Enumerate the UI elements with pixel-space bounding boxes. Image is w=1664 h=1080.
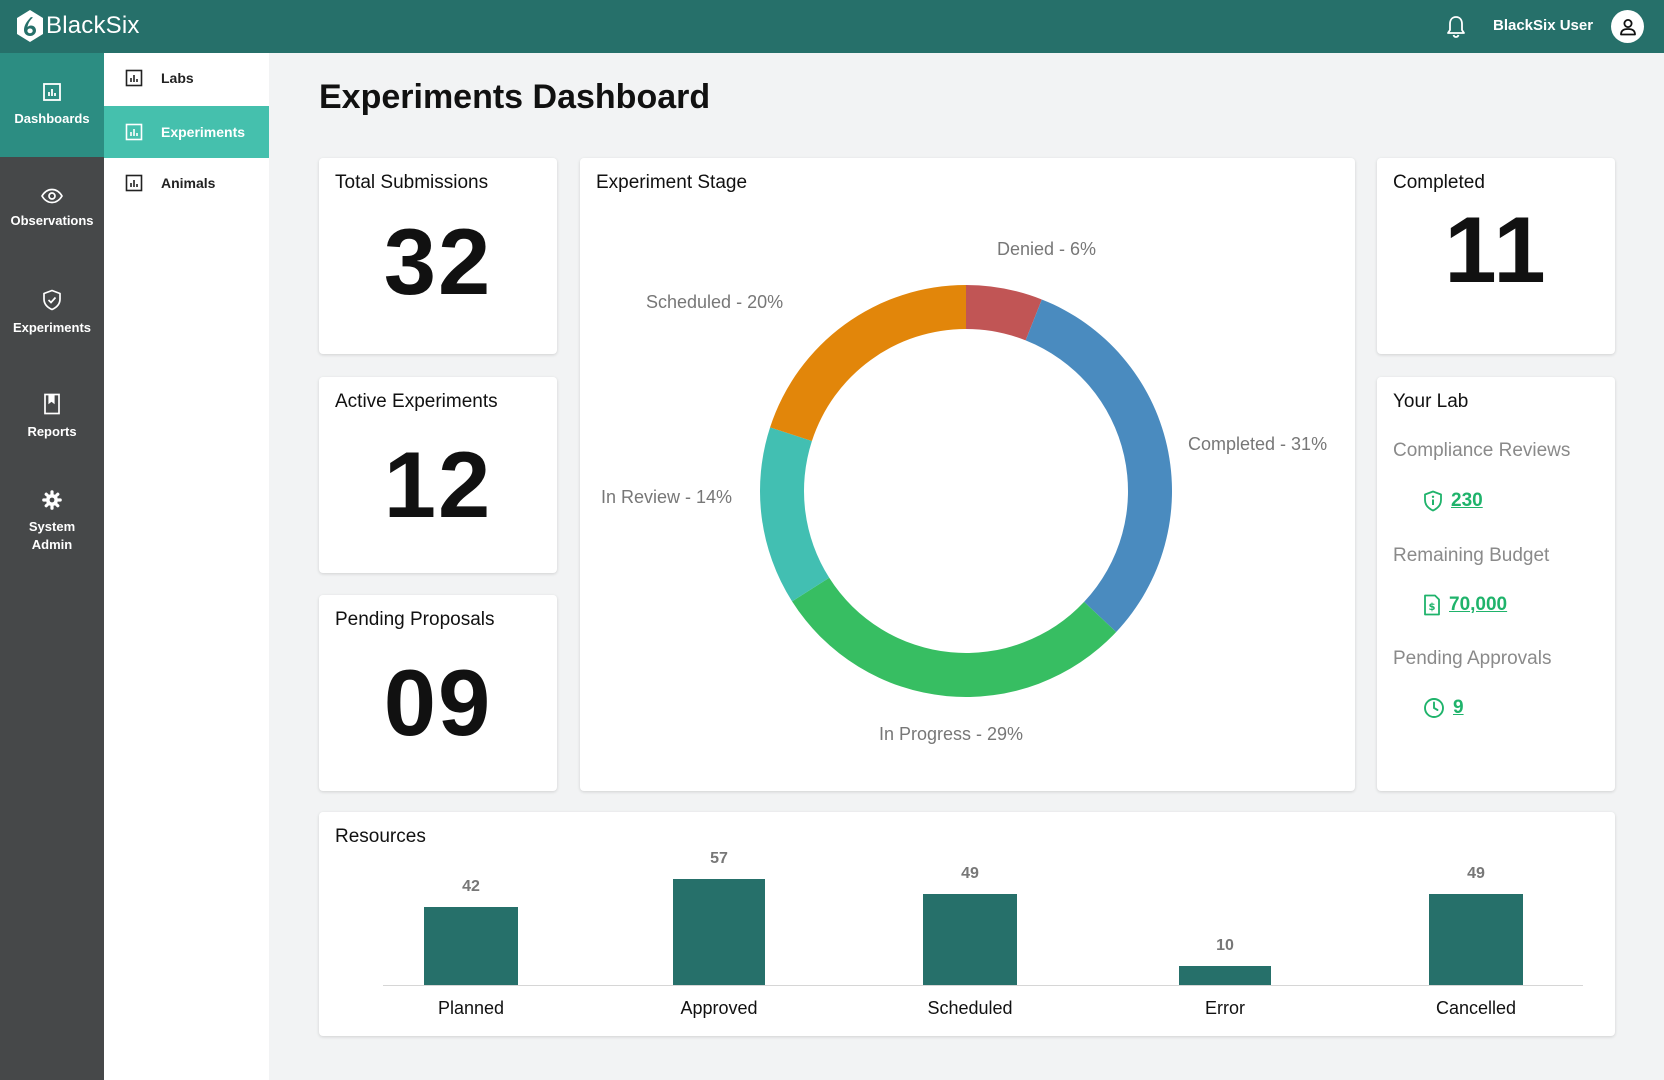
avatar[interactable] xyxy=(1611,10,1644,43)
bar-approved[interactable] xyxy=(673,879,765,985)
bar-value-error: 10 xyxy=(1216,937,1234,954)
page-title: Experiments Dashboard xyxy=(319,78,711,116)
donut-slice-denied[interactable] xyxy=(966,285,1042,341)
subnav-experiments[interactable]: Experiments xyxy=(104,106,269,158)
your-lab-title: Your Lab xyxy=(1393,391,1469,412)
chart-icon xyxy=(43,83,61,101)
bar-value-cancelled: 49 xyxy=(1467,865,1485,882)
chart-icon xyxy=(125,174,143,192)
donut-label-completed: Completed - 31% xyxy=(1188,434,1328,454)
compliance-reviews-link[interactable]: 230 xyxy=(1423,490,1483,512)
experiment-stage-title: Experiment Stage xyxy=(596,172,748,193)
user-icon xyxy=(1619,18,1636,35)
gear-icon xyxy=(42,490,62,510)
bar-label-planned: Planned xyxy=(437,998,505,1018)
subnav-animals[interactable]: Animals xyxy=(104,159,269,207)
chart-icon xyxy=(125,69,143,87)
pending-approvals-value[interactable]: 9 xyxy=(1453,697,1464,718)
experiment-stage-card: Experiment Stage Denied - 6% Completed -… xyxy=(580,158,1355,791)
completed-card: Completed 11 xyxy=(1377,158,1615,354)
remaining-budget-link[interactable]: $ 70,000 xyxy=(1423,594,1507,616)
clock-icon xyxy=(1424,698,1444,718)
nav-reports-label: Reports xyxy=(27,424,77,439)
nav-experiments[interactable]: Experiments xyxy=(0,261,104,365)
resources-card: Resources 42 Planned 57 Approved 49 Scheduled… xyxy=(319,812,1615,1036)
nav-reports[interactable]: Reports xyxy=(0,365,104,469)
total-submissions-value: 32 xyxy=(383,209,493,314)
active-experiments-title: Active Experiments xyxy=(335,391,498,412)
dollar-document-icon: $ xyxy=(1424,594,1440,616)
bar-planned[interactable] xyxy=(424,907,518,985)
secondary-nav: Labs Experiments Animals xyxy=(104,53,269,1080)
app-name: BlackSix xyxy=(46,12,140,39)
bar-error[interactable] xyxy=(1179,966,1271,985)
bell-icon[interactable] xyxy=(1445,15,1467,39)
donut-label-in-progress: In Progress - 29% xyxy=(879,724,1024,744)
total-submissions-card: Total Submissions 32 xyxy=(319,158,557,354)
bar-value-approved: 57 xyxy=(710,850,728,867)
subnav-labs[interactable]: Labs xyxy=(104,54,269,102)
donut-label-in-review: In Review - 14% xyxy=(601,487,733,507)
bar-label-cancelled: Cancelled xyxy=(1435,998,1517,1018)
active-experiments-card: Active Experiments 12 xyxy=(319,377,557,573)
nav-observations-label: Observations xyxy=(10,213,94,228)
eye-icon xyxy=(41,188,63,204)
bar-value-planned: 42 xyxy=(462,878,480,895)
subnav-animals-label: Animals xyxy=(161,175,216,191)
bar-cancelled[interactable] xyxy=(1429,894,1523,985)
nav-system-admin-label: System Admin xyxy=(28,519,76,552)
pending-approvals-label: Pending Approvals xyxy=(1393,648,1552,669)
pending-proposals-card: Pending Proposals 09 xyxy=(319,595,557,791)
completed-title: Completed xyxy=(1393,172,1485,193)
bar-label-error: Error xyxy=(1205,998,1245,1018)
donut-label-denied: Denied - 6% xyxy=(997,239,1097,259)
pending-proposals-value: 09 xyxy=(383,650,493,755)
donut-slice-completed[interactable] xyxy=(1025,299,1172,633)
resources-axis-line xyxy=(383,985,1583,986)
donut-slice-in-progress[interactable] xyxy=(792,577,1117,697)
donut-slice-scheduled[interactable] xyxy=(770,285,966,441)
chart-icon xyxy=(125,123,143,141)
pending-approvals-link[interactable]: 9 xyxy=(1423,697,1464,719)
donut-label-scheduled: Scheduled - 20% xyxy=(646,292,784,312)
nav-dashboards[interactable]: Dashboards xyxy=(0,53,104,157)
top-bar: BlackSix BlackSix User xyxy=(0,0,1664,53)
shield-icon xyxy=(43,289,61,311)
completed-value: 11 xyxy=(1444,197,1548,302)
bar-label-scheduled: Scheduled xyxy=(927,998,1013,1018)
total-submissions-title: Total Submissions xyxy=(335,172,489,193)
compliance-reviews-value[interactable]: 230 xyxy=(1451,490,1483,511)
bar-label-approved: Approved xyxy=(680,998,758,1018)
subnav-labs-label: Labs xyxy=(161,70,194,86)
user-name[interactable]: BlackSix User xyxy=(1493,17,1594,34)
active-experiments-value: 12 xyxy=(383,432,493,537)
remaining-budget-label: Remaining Budget xyxy=(1393,545,1550,566)
nav-experiments-label: Experiments xyxy=(12,320,92,335)
your-lab-card: Your Lab Compliance Reviews 230 Remainin… xyxy=(1377,377,1615,791)
compliance-reviews-label: Compliance Reviews xyxy=(1393,440,1571,461)
primary-nav: Dashboards Observations Experiments Repo… xyxy=(0,53,104,1080)
svg-text:$: $ xyxy=(1429,602,1436,613)
shield-info-icon xyxy=(1424,490,1442,512)
drop-logo-icon xyxy=(17,10,43,42)
bar-scheduled[interactable] xyxy=(923,894,1017,985)
subnav-experiments-label: Experiments xyxy=(161,124,246,140)
bookmark-icon xyxy=(44,393,60,415)
experiment-stage-donut xyxy=(760,285,1172,697)
app-logo[interactable]: BlackSix xyxy=(14,9,140,43)
nav-dashboards-label: Dashboards xyxy=(14,111,90,126)
donut-slice-in-review[interactable] xyxy=(760,427,830,602)
pending-proposals-title: Pending Proposals xyxy=(335,609,495,630)
nav-system-admin[interactable]: System Admin xyxy=(0,463,104,581)
nav-observations[interactable]: Observations xyxy=(0,157,104,261)
resources-title: Resources xyxy=(335,826,426,847)
bar-value-scheduled: 49 xyxy=(961,865,979,882)
remaining-budget-value[interactable]: 70,000 xyxy=(1449,594,1508,615)
